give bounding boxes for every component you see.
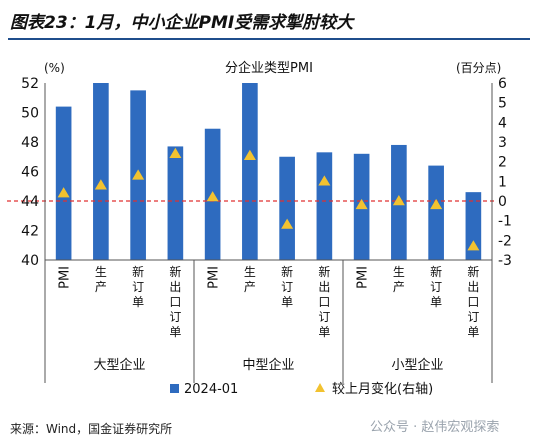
left-tick-label: 52 [21,76,39,92]
source-note: 来源：Wind，国金证券研究所 [10,422,173,436]
bar [242,83,258,260]
legend-swatch-markers [315,383,325,392]
category-label: 生产 [95,265,107,294]
category-label: 新出口订单 [467,264,479,339]
left-tick-label: 48 [21,135,39,151]
legend-label: 较上月变化(右轴) [332,381,433,397]
left-tick-label: 42 [21,224,39,240]
bar [279,156,295,260]
category-label: 新出口订单 [318,264,330,339]
category-label: PMI [207,266,222,289]
group-label: 大型企业 [93,357,145,373]
left-axis-unit: (%) [44,61,65,75]
group-label: 中型企业 [242,357,294,373]
change-marker [467,240,480,251]
right-tick-label: -3 [498,253,512,269]
category-label: 生产 [393,265,405,294]
change-marker [132,169,145,180]
change-marker [355,198,368,210]
change-marker [169,147,182,158]
right-tick-label: -1 [498,214,512,230]
bar [93,83,109,260]
left-tick-label: 46 [21,165,39,181]
change-marker [57,187,70,198]
change-marker [206,191,219,202]
legend-label: 2024-01 [184,382,238,397]
right-tick-label: 1 [498,174,507,190]
category-label: 新订单 [430,264,442,309]
legend-swatch-bars [170,384,179,393]
change-marker [94,179,107,190]
figure-title: 图表23：1月，中小企业PMI受需求掣肘较大 [10,13,354,33]
change-marker [318,175,331,186]
left-tick-label: 50 [21,106,39,122]
chart-title: 分企业类型PMI [225,60,313,76]
right-axis-unit: (百分点) [456,61,501,75]
right-tick-label: 4 [498,115,507,131]
category-label: PMI [356,266,371,289]
title-rule [8,38,530,40]
watermark: 公众号 · 赵伟宏观探索 [370,420,500,435]
left-tick-label: 44 [21,194,39,210]
category-label: 生产 [244,265,256,294]
right-tick-label: -2 [498,233,512,249]
bar [167,146,184,260]
right-tick-label: 6 [498,76,507,92]
category-label: PMI [58,266,73,289]
right-tick-label: 3 [498,135,507,151]
category-label: 新订单 [132,264,144,309]
change-marker [392,195,405,206]
left-tick-label: 40 [21,253,39,269]
change-marker [243,149,256,160]
right-tick-label: 2 [498,155,507,171]
group-label: 小型企业 [391,357,443,373]
change-marker [430,198,443,210]
bar [428,165,444,260]
bar [465,192,482,260]
bar [316,152,333,260]
bar [55,106,72,260]
right-tick-label: 0 [498,194,507,210]
change-marker [281,218,294,229]
category-label: 新出口订单 [169,264,181,339]
category-label: 新订单 [281,264,293,309]
right-tick-label: 5 [498,96,507,112]
